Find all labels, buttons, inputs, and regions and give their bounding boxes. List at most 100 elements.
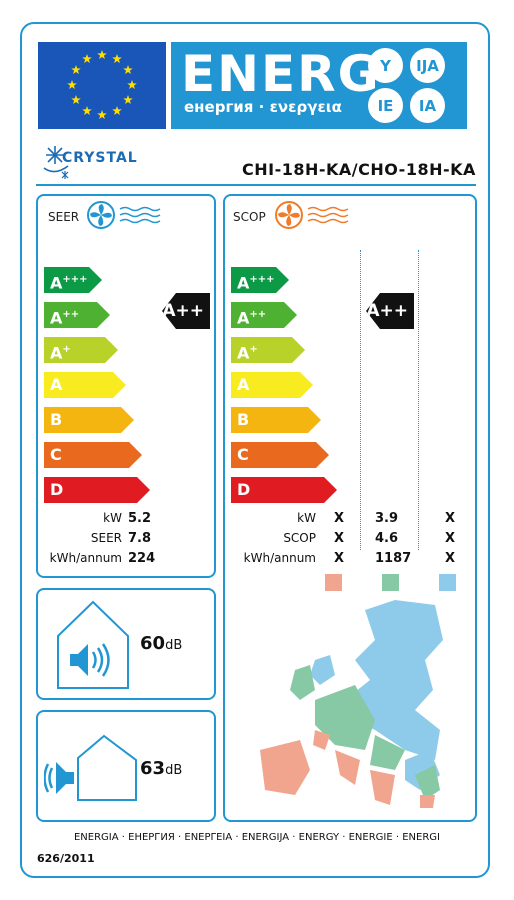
indoor-noise-panel (36, 588, 216, 700)
heating-class-plus: +++ (249, 274, 275, 285)
suffix-y: Y (368, 48, 403, 83)
heating-row-value: X (334, 511, 345, 526)
heating-class-plus: ++ (249, 309, 267, 320)
cooling-class-letter: B (50, 410, 63, 429)
heating-row-label: kWh/annum (243, 551, 316, 565)
seer-label: SEER (48, 210, 80, 224)
zone-cold-swatch (439, 574, 456, 591)
heating-fan-icon (275, 201, 349, 229)
cooling-row-label: kWh/annum (49, 551, 122, 565)
heating-class-letter: B (237, 410, 250, 429)
header-divider (36, 184, 476, 186)
eu-star-icon (71, 65, 81, 74)
eu-star-icon (123, 95, 133, 104)
energy-subtitle: енергия · ενεργεια (184, 98, 342, 116)
cooling-row-value: 7.8 (128, 531, 152, 546)
eu-star-icon (112, 106, 122, 115)
model-number: CHI-18H-KA/CHO-18H-KA (242, 160, 476, 179)
eu-star-icon (112, 54, 122, 64)
cooling-class-bar: D (44, 477, 150, 503)
energy-word: ENERG (181, 45, 381, 103)
cooling-class-letter: C (50, 445, 62, 464)
heating-row-value: 1187 (375, 551, 412, 566)
heating-row-value: 4.6 (375, 531, 399, 546)
cooling-class-bar: A+ (44, 337, 118, 363)
heating-class-bar: A (231, 372, 313, 398)
eu-star-icon (71, 95, 81, 104)
indoor-db-number: 60 (140, 633, 166, 654)
heating-class-letter: A (237, 273, 250, 293)
heating-class-bar: A+++ (231, 267, 289, 293)
column-divider (360, 250, 362, 550)
outdoor-noise-value: 63dB (140, 758, 182, 779)
outdoor-speaker-icon (44, 734, 137, 801)
heating-class-bar: A+ (231, 337, 305, 363)
cooling-class-letter: A (50, 375, 63, 394)
brand-snowflake-icon (43, 146, 69, 179)
brand-name: CRYSTAL (62, 150, 138, 166)
eu-star-icon (123, 65, 133, 74)
cooling-class-plus: ++ (62, 309, 80, 320)
heating-class-letter: A (237, 308, 250, 328)
outdoor-db-number: 63 (140, 758, 166, 779)
column-divider (418, 250, 420, 550)
cooling-class-letter: A (50, 343, 63, 363)
indoor-db-unit: dB (165, 638, 183, 653)
heating-row-value: X (445, 551, 456, 566)
heating-class-bar: A++ (231, 302, 297, 328)
heating-row-label: kW (297, 511, 316, 525)
cooling-row-value: 224 (128, 551, 156, 566)
heating-row-value: X (445, 511, 456, 526)
heating-row-label: SCOP (283, 531, 316, 545)
eu-star-icon (82, 54, 92, 64)
zone-average-swatch (382, 574, 399, 591)
cooling-class-plus: +++ (62, 274, 88, 285)
suffix-ia: IA (410, 88, 445, 123)
cooling-class-bar: A (44, 372, 126, 398)
suffix-ie: IE (368, 88, 403, 123)
cooling-row-value: 5.2 (128, 511, 152, 526)
indoor-speaker-icon (57, 600, 129, 689)
label-frame (20, 22, 490, 878)
eu-star-icon (67, 80, 77, 89)
outdoor-noise-panel (36, 710, 216, 822)
cooling-row-label: kW (103, 511, 122, 525)
indoor-noise-value: 60dB (140, 633, 182, 654)
heating-class-letter: A (237, 343, 250, 363)
regulation-number: 626/2011 (37, 852, 95, 865)
heating-row-value: X (445, 531, 456, 546)
heating-row-value: X (334, 531, 345, 546)
cooling-class-plus: + (62, 344, 71, 355)
zone-warm-swatch (325, 574, 342, 591)
heating-row-value: 3.9 (375, 511, 399, 526)
cooling-class-letter: D (50, 480, 64, 499)
eu-star-icon (97, 110, 107, 119)
eu-star-icon (97, 50, 107, 59)
cooling-fan-icon (87, 201, 161, 229)
heating-class-bar: D (231, 477, 337, 503)
cooling-rating: A++ (162, 301, 204, 321)
cooling-class-bar: C (44, 442, 142, 468)
eu-flag (38, 42, 166, 129)
heating-panel (223, 194, 477, 822)
suffix-ija: IJA (410, 48, 445, 83)
footer-languages: ENERGIA · ЕНЕРГИЯ · ΕΝΕΡΓΕΙΑ · ENERGIJA … (73, 832, 440, 843)
heating-class-letter: C (237, 445, 249, 464)
outdoor-db-unit: dB (165, 763, 183, 778)
heating-class-bar: C (231, 442, 329, 468)
cooling-class-bar: A++ (44, 302, 110, 328)
heating-class-bar: B (231, 407, 321, 433)
cooling-class-letter: A (50, 273, 63, 293)
scop-label: SCOP (233, 210, 266, 224)
eu-star-icon (127, 80, 137, 89)
europe-climate-map (260, 600, 443, 808)
eu-stars-icon (67, 50, 137, 119)
eu-star-icon (82, 106, 92, 115)
cooling-class-bar: B (44, 407, 134, 433)
cooling-row-label: SEER (90, 531, 122, 545)
cooling-class-bar: A+++ (44, 267, 102, 293)
cooling-class-letter: A (50, 308, 63, 328)
heating-class-plus: + (249, 344, 258, 355)
heating-rating: A++ (366, 301, 408, 321)
cooling-panel (36, 194, 216, 578)
